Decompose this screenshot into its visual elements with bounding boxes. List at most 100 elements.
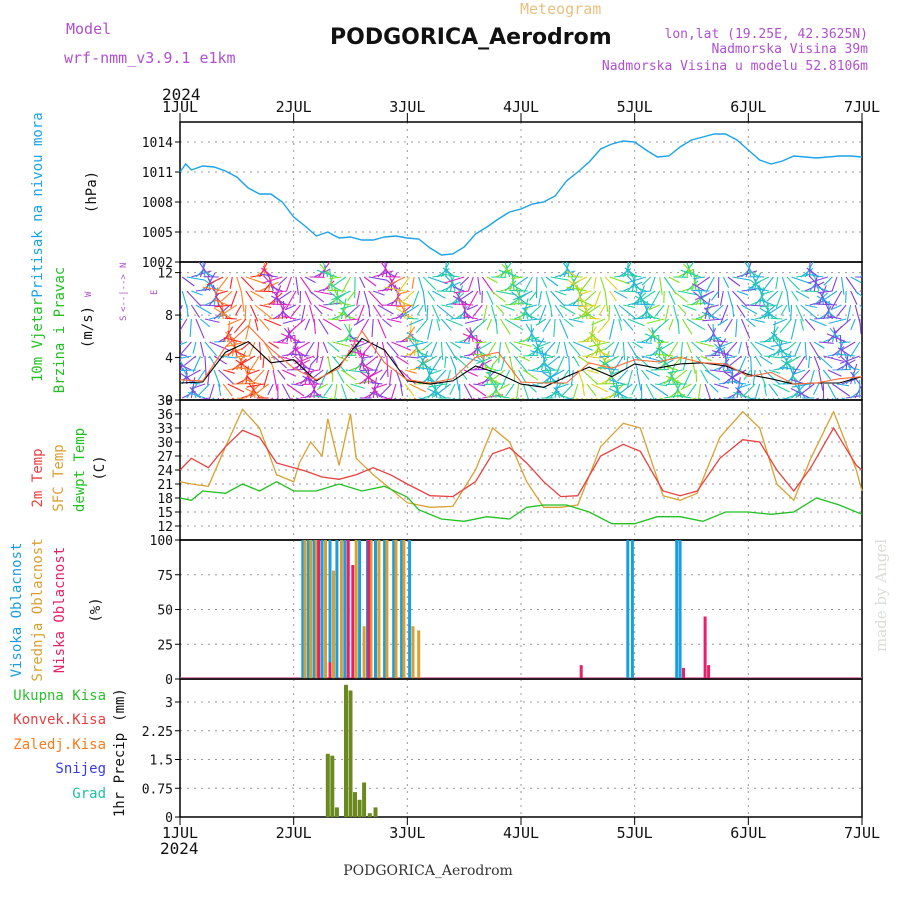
wind-arrow — [206, 276, 224, 286]
wind-arrow — [290, 304, 301, 318]
wind-arrow — [207, 369, 211, 385]
wind-arrow — [769, 337, 788, 343]
wind-arrow — [318, 318, 329, 335]
high-cloud-bar — [328, 540, 332, 679]
wind-arrow — [804, 318, 816, 331]
wind-arrow — [664, 304, 670, 323]
mid-cloud-bar — [385, 540, 389, 679]
wind-arrow — [707, 323, 720, 343]
wind-arrow — [209, 292, 220, 306]
wind-arrow — [295, 397, 304, 400]
wind-arrow — [343, 323, 356, 343]
wind-arrow — [793, 355, 806, 374]
wind-arrow — [478, 341, 492, 351]
x-axis-top: 1JUL 2JUL 3JUL 4JUL 5JUL 6JUL 7JUL — [162, 98, 880, 122]
wind-arrow — [586, 369, 599, 374]
wind-arrow — [202, 286, 224, 292]
wind-arrow — [712, 340, 728, 343]
wind-arrow — [316, 341, 320, 363]
wind-arrow — [636, 341, 652, 344]
wind-arrow — [505, 383, 515, 397]
wind-arrow — [577, 369, 585, 388]
wind-arrow — [230, 290, 238, 309]
wind-arrow — [249, 304, 259, 322]
precip-bar — [367, 813, 372, 817]
wind-arrow — [318, 304, 333, 311]
wind-arrow — [381, 262, 388, 278]
wind-arrow — [422, 341, 433, 351]
wind-arrow — [404, 383, 415, 397]
y-tick-label: 1.5 — [150, 754, 173, 769]
wind-arrow — [396, 304, 415, 308]
precip-bar — [357, 799, 362, 818]
precip-bar — [330, 755, 335, 817]
wind-arrow — [746, 304, 768, 307]
wind-arrow — [454, 312, 466, 320]
mid-cloud-bar — [339, 540, 343, 679]
wind-arrow — [192, 341, 197, 354]
wind-arrow — [686, 302, 705, 306]
wind-arrow — [768, 369, 781, 374]
wind-arrow — [449, 383, 456, 396]
wind-arrow — [604, 341, 615, 351]
wind-arrow — [498, 341, 502, 363]
wind-arrow — [754, 341, 775, 351]
wind-arrow — [245, 318, 252, 340]
y-tick-label: 27 — [157, 450, 173, 465]
wind-arrow — [291, 353, 310, 357]
wind-arrow — [700, 355, 712, 362]
wind-arrow — [781, 355, 797, 358]
mid-cloud-bar — [394, 540, 398, 679]
wind-arrow — [294, 334, 297, 357]
precip-bar — [362, 782, 367, 817]
wind-arrow — [223, 369, 235, 374]
wind-arrow — [759, 369, 767, 388]
wind-arrow — [714, 383, 729, 389]
wind-arrow — [645, 369, 660, 377]
precip-bar — [334, 807, 339, 817]
wind-arrow — [518, 369, 527, 384]
wind-arrow — [542, 318, 552, 333]
wind-arrow — [840, 276, 845, 295]
wind-arrow — [385, 270, 397, 278]
y-tick-label: 1002 — [142, 256, 173, 271]
wind-arrow — [350, 365, 362, 371]
wind-arrow — [722, 276, 730, 289]
wind-arrow — [830, 304, 842, 311]
wind-arrow — [222, 383, 233, 397]
wind-arrow — [626, 369, 633, 388]
wind-arrow — [377, 318, 387, 339]
wind-arrow — [604, 276, 618, 291]
wind-arrow — [786, 341, 797, 351]
wind-arrow — [267, 273, 274, 292]
wind-arrow — [566, 286, 588, 292]
wind-arrow — [791, 383, 810, 388]
y-tick-label: 1008 — [142, 196, 173, 211]
wind-arrow — [631, 397, 638, 400]
wind-arrow — [293, 341, 306, 344]
cloud-unit: (%) — [88, 597, 104, 622]
wind-arrow — [727, 369, 747, 381]
wind-arrow — [323, 302, 342, 306]
wind-arrow — [432, 290, 446, 299]
wind-arrow — [268, 341, 280, 349]
wind-arrow — [368, 290, 384, 307]
wind-arrow — [245, 388, 265, 399]
wind-arrow — [233, 318, 247, 334]
wind-arrow — [333, 276, 347, 287]
wind-arrow — [813, 355, 821, 371]
wind-arrow — [677, 318, 680, 334]
y-tick-label: 2.25 — [142, 725, 173, 740]
wind-arrow — [527, 369, 549, 374]
x-tick-label: 4JUL — [503, 824, 539, 842]
wind-arrow — [655, 383, 668, 387]
wind-arrow — [634, 286, 647, 292]
wind-arrow — [572, 383, 579, 400]
wind-arrow — [570, 276, 588, 286]
wind-arrow — [379, 369, 388, 381]
wind-arrow — [563, 341, 569, 357]
wind-arrow — [800, 318, 805, 331]
wind-arrow — [660, 341, 674, 351]
wind-arrow — [359, 363, 374, 371]
wind-arrow — [476, 355, 497, 365]
